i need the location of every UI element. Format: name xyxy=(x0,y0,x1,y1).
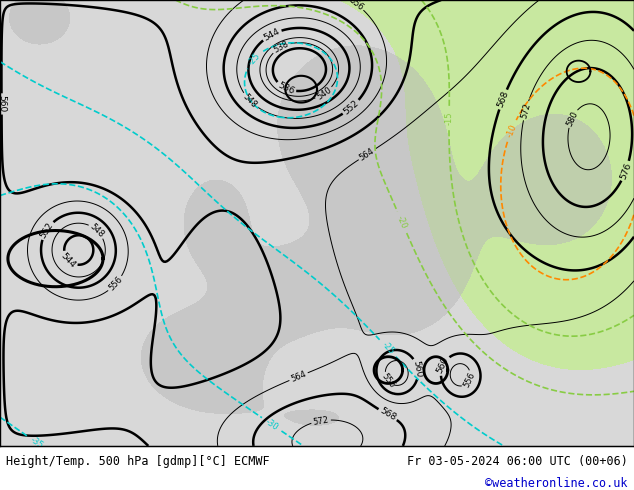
Text: 568: 568 xyxy=(496,90,510,109)
Text: -10: -10 xyxy=(505,123,518,139)
Text: Fr 03-05-2024 06:00 UTC (00+06): Fr 03-05-2024 06:00 UTC (00+06) xyxy=(407,455,628,468)
Text: 560: 560 xyxy=(435,356,451,375)
Text: 560: 560 xyxy=(0,95,6,113)
Text: 556: 556 xyxy=(462,371,477,389)
Text: 552: 552 xyxy=(342,98,361,116)
Text: 560: 560 xyxy=(411,360,424,378)
Text: 556: 556 xyxy=(107,275,124,293)
Text: 572: 572 xyxy=(313,415,330,427)
Text: 548: 548 xyxy=(88,222,106,240)
Text: 544: 544 xyxy=(262,26,281,43)
Text: 576: 576 xyxy=(618,161,633,181)
Text: -25: -25 xyxy=(380,340,396,356)
Text: Height/Temp. 500 hPa [gdmp][°C] ECMWF: Height/Temp. 500 hPa [gdmp][°C] ECMWF xyxy=(6,455,270,468)
Text: 552: 552 xyxy=(38,220,55,240)
Text: -20: -20 xyxy=(395,214,409,230)
Text: -30: -30 xyxy=(264,417,280,432)
Text: 548: 548 xyxy=(242,92,259,109)
Text: 556: 556 xyxy=(347,0,365,12)
Text: -25: -25 xyxy=(247,51,262,67)
Text: 564: 564 xyxy=(290,369,307,384)
Text: 568: 568 xyxy=(378,406,398,423)
Text: 556: 556 xyxy=(380,372,397,390)
Text: -15: -15 xyxy=(444,112,454,125)
Text: 564: 564 xyxy=(358,146,376,162)
Text: 540: 540 xyxy=(315,85,333,101)
Text: 536: 536 xyxy=(276,80,295,96)
Text: ©weatheronline.co.uk: ©weatheronline.co.uk xyxy=(485,477,628,490)
Text: 544: 544 xyxy=(59,251,77,270)
Text: 580: 580 xyxy=(565,109,579,127)
Text: 572: 572 xyxy=(519,102,532,120)
Text: 538: 538 xyxy=(272,39,290,55)
Text: -35: -35 xyxy=(29,435,44,450)
